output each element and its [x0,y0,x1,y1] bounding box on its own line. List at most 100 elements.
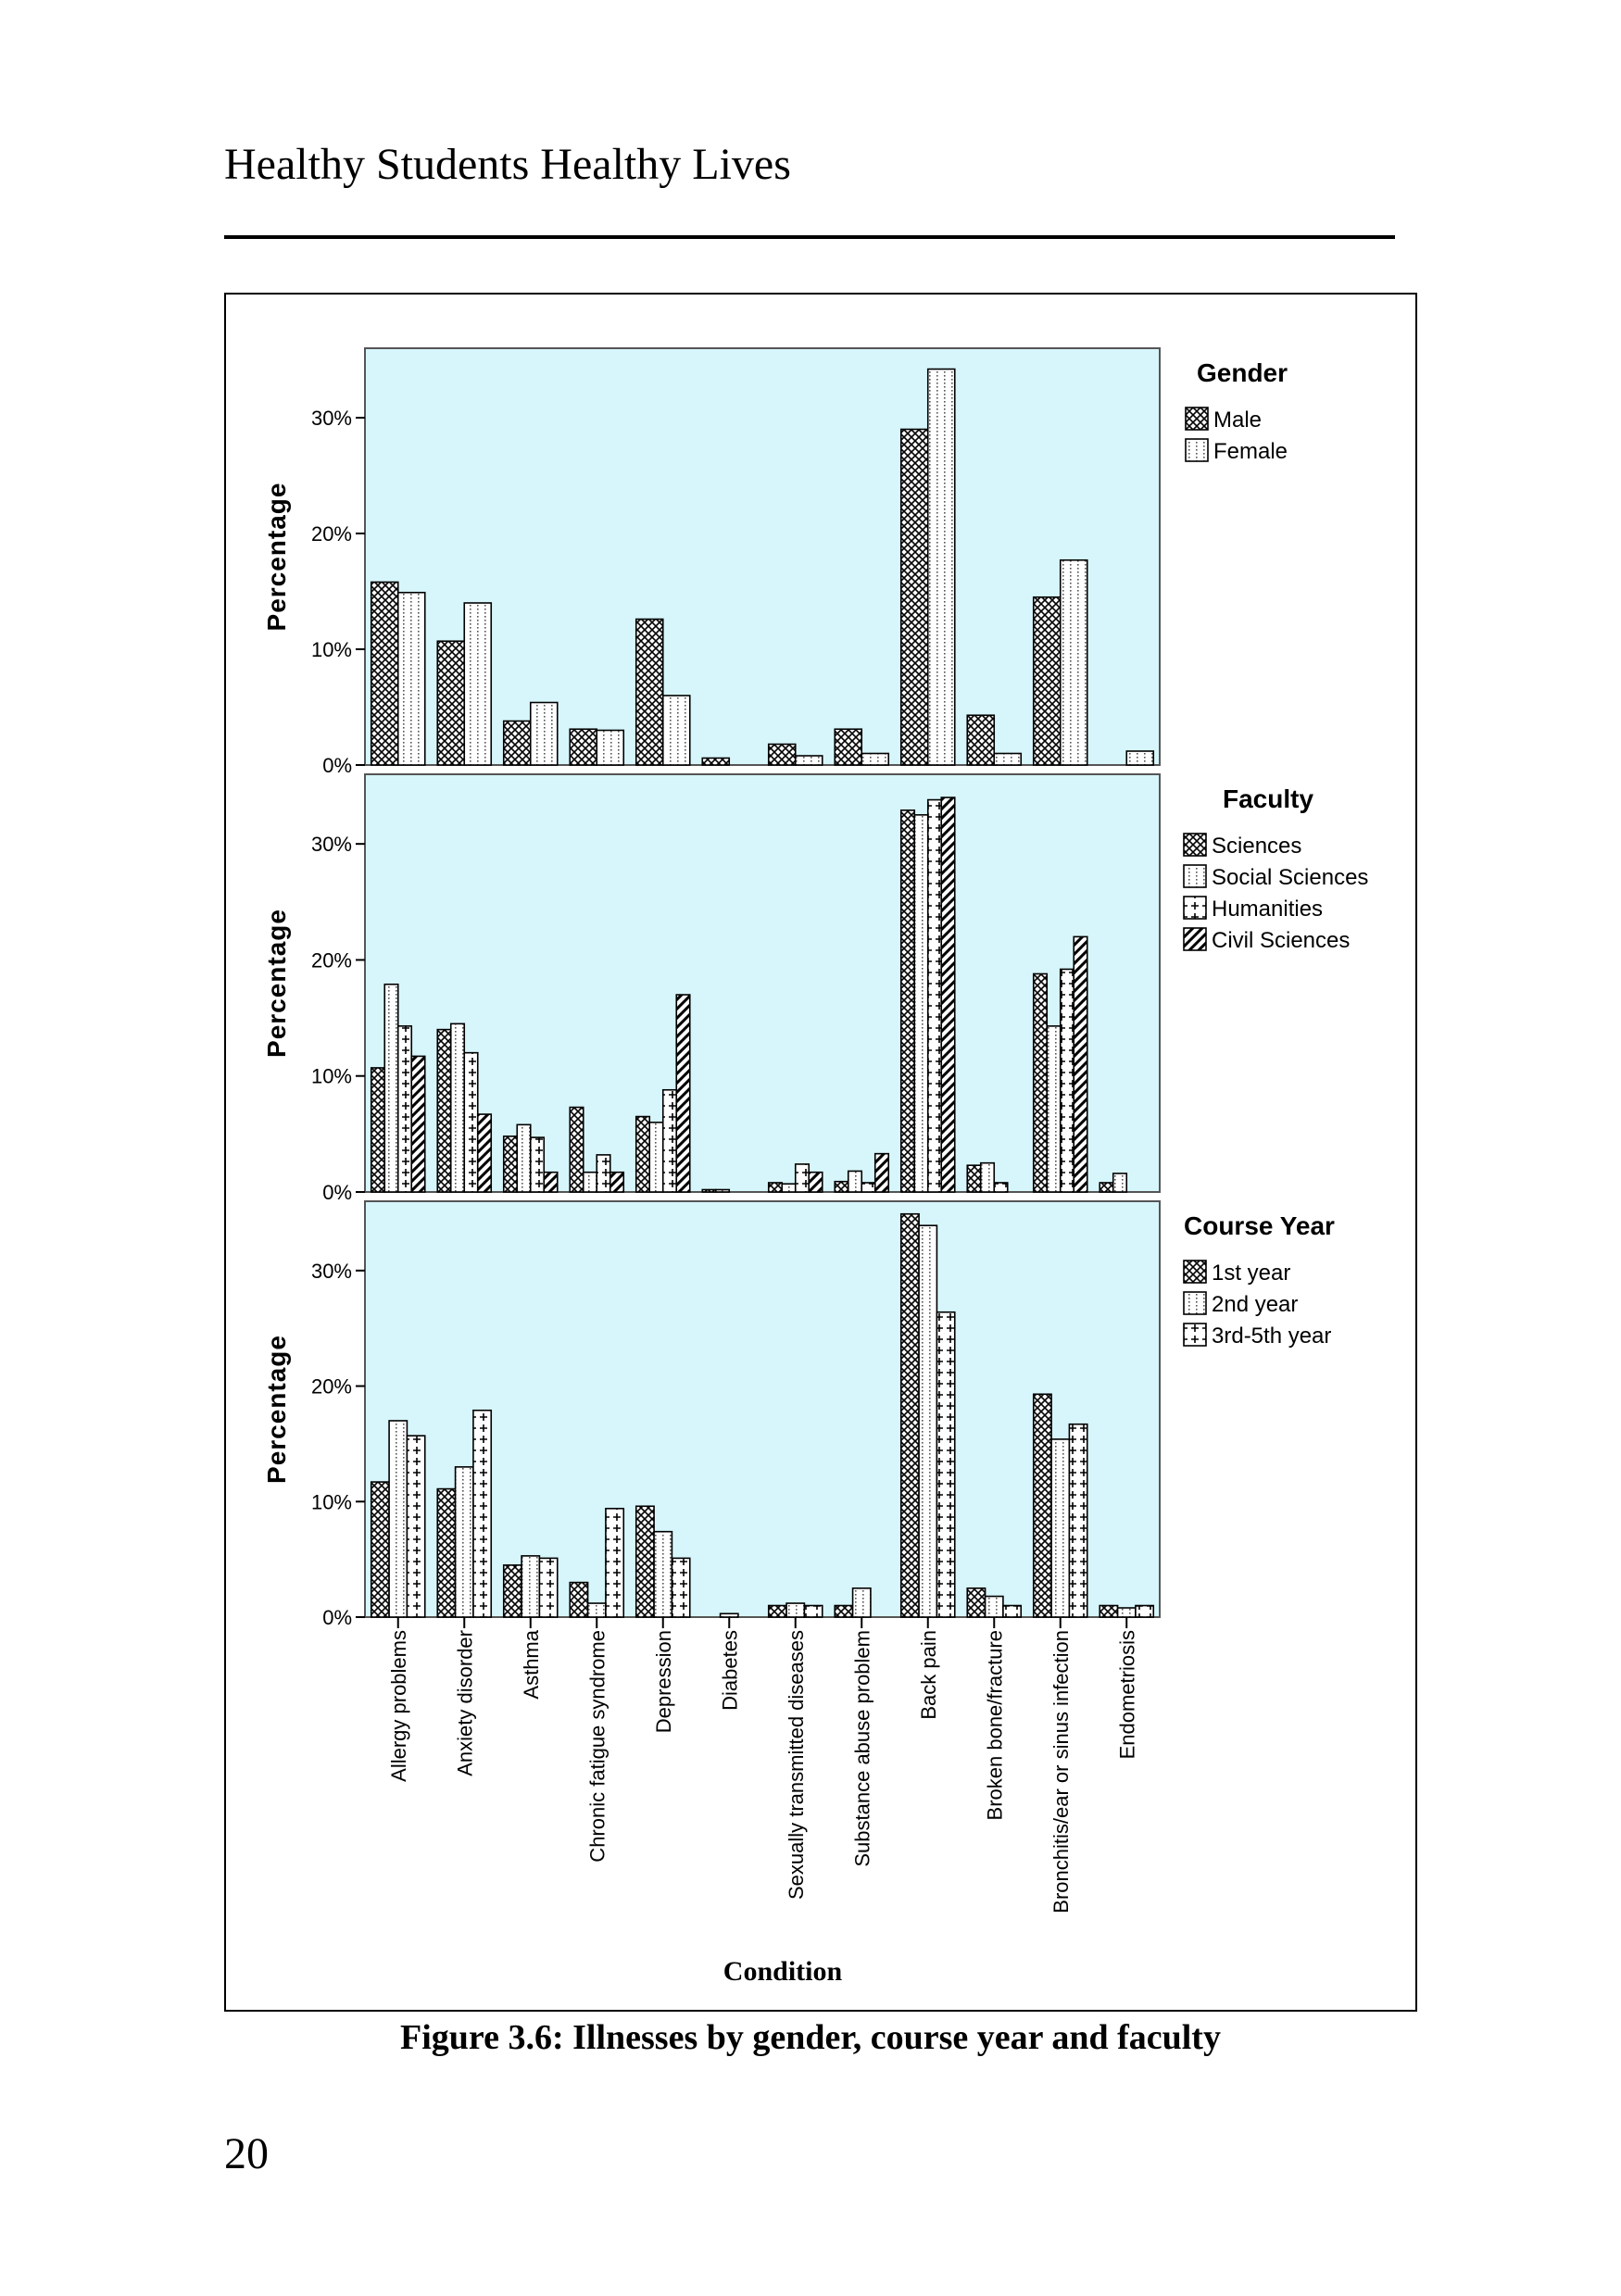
bar-3rd-5th-year-back-pain [936,1311,956,1618]
bar-2nd-year-back-pain [918,1224,938,1618]
y-tick-label: 0% [322,754,352,777]
bar-female-asthma [529,701,559,766]
bar-female-substance-abuse-problem [861,752,890,766]
y-tick-label: 20% [311,1375,352,1399]
bar-female-endometriosis [1125,750,1155,766]
bar-3rd-5th-year-endometriosis [1135,1604,1155,1618]
bar-social-sciences-bronchitis-ear-or-sinus-infection [1046,1025,1062,1193]
bar-civil-sciences-depression [675,994,691,1193]
y-axis-title: Percentage [262,483,291,632]
y-tick-label: 20% [311,522,352,546]
bar-civil-sciences-asthma [543,1171,559,1193]
chart-panel-gender: 0% 10% 20% 30% Percentage Gender Male Female [262,347,1288,777]
bar-social-sciences-allergy-problems [383,983,399,1193]
bar-sciences-substance-abuse-problem [834,1180,849,1193]
header-rule [224,235,1395,239]
legend-label-sciences: Sciences [1212,834,1301,859]
plot-area [364,773,1161,1193]
bar-sciences-anxiety-disorder [436,1028,452,1193]
bar-2nd-year-anxiety-disorder [454,1466,474,1618]
bar-3rd-5th-year-sexually-transmitted-diseases [803,1604,823,1618]
bar-female-broken-bone-fracture [993,752,1023,766]
bar-3rd-5th-year-asthma [538,1557,559,1618]
bar-1st-year-back-pain [899,1212,920,1618]
y-tick-label: 30% [311,833,352,856]
bar-sciences-depression [635,1115,651,1193]
legend-label-female: Female [1213,439,1288,464]
x-tick-label-back-pain: Back pain [917,1630,940,1720]
bar-male-sexually-transmitted-diseases [767,743,797,766]
bar-humanities-substance-abuse-problem [861,1182,876,1193]
bar-humanities-bronchitis-ear-or-sinus-infection [1059,968,1075,1193]
legend-swatch [1183,833,1207,857]
bar-sciences-chronic-fatigue-syndrome [569,1106,584,1193]
bar-humanities-asthma [529,1136,546,1193]
bar-female-anxiety-disorder [463,602,493,766]
bar-civil-sciences-back-pain [940,797,956,1193]
bar-2nd-year-broken-bone-fracture [984,1595,1004,1618]
bar-female-bronchitis-ear-or-sinus-infection [1059,558,1088,766]
legend-title: Faculty [1223,784,1313,813]
bar-humanities-chronic-fatigue-syndrome [596,1154,611,1193]
x-tick-label-anxiety-disorder: Anxiety disorder [453,1630,476,1776]
bar-3rd-5th-year-depression [671,1557,691,1618]
bar-female-allergy-problems [396,591,426,766]
x-tick-label-diabetes: Diabetes [718,1630,741,1711]
bar-1st-year-depression [635,1505,655,1618]
bar-1st-year-allergy-problems [370,1481,390,1618]
bar-social-sciences-asthma [516,1123,532,1193]
y-axis-title: Percentage [262,909,291,1058]
running-head: Healthy Students Healthy Lives [224,140,791,189]
bar-social-sciences-substance-abuse-problem [847,1170,863,1193]
y-tick-label: 20% [311,948,352,972]
legend-label-male: Male [1213,408,1262,433]
bar-humanities-anxiety-disorder [463,1051,479,1193]
bar-male-anxiety-disorder [436,640,466,766]
bar-2nd-year-depression [653,1530,673,1618]
bar-2nd-year-asthma [521,1555,541,1618]
bar-civil-sciences-sexually-transmitted-diseases [808,1171,823,1193]
x-tick-label-substance-abuse-problem: Substance abuse problem [850,1630,873,1867]
bar-female-sexually-transmitted-diseases [794,755,823,766]
bar-civil-sciences-allergy-problems [410,1055,426,1193]
y-tick-label: 10% [311,1490,352,1513]
y-tick-label: 0% [322,1181,352,1204]
legend-swatch [1183,1260,1207,1284]
bar-humanities-depression [661,1088,678,1193]
bar-female-back-pain [926,368,956,766]
y-tick-label: 30% [311,1260,352,1283]
bar-male-chronic-fatigue-syndrome [569,728,598,766]
y-tick-label: 10% [311,1065,352,1088]
y-tick-label: 0% [322,1606,352,1629]
bar-sciences-asthma [502,1135,519,1193]
bar-sciences-allergy-problems [370,1067,386,1193]
bar-2nd-year-diabetes [719,1612,739,1618]
bar-humanities-broken-bone-fracture [993,1182,1009,1193]
bar-2nd-year-chronic-fatigue-syndrome [586,1602,607,1618]
bar-male-bronchitis-ear-or-sinus-infection [1032,596,1062,766]
bar-male-depression [635,618,664,766]
legend-title: Gender [1197,358,1288,387]
legend-label-humanities: Humanities [1212,897,1323,922]
page-number: 20 [224,2129,269,2178]
legend-label-civil-sciences: Civil Sciences [1212,928,1350,953]
bar-social-sciences-endometriosis [1112,1173,1128,1193]
bar-humanities-allergy-problems [396,1025,413,1193]
x-tick-label-asthma: Asthma [520,1629,543,1699]
bar-1st-year-asthma [502,1564,522,1618]
bar-2nd-year-bronchitis-ear-or-sinus-infection [1050,1438,1071,1618]
bar-1st-year-anxiety-disorder [436,1487,457,1618]
bar-sciences-sexually-transmitted-diseases [767,1182,784,1193]
chart-panel-faculty: 0% 10% 20% 30% Percentage Faculty Sciences Soci… [262,773,1368,1204]
bar-social-sciences-broken-bone-fracture [979,1161,996,1193]
bar-sciences-back-pain [899,809,916,1193]
bar-social-sciences-back-pain [913,814,929,1193]
bar-2nd-year-sexually-transmitted-diseases [785,1602,806,1618]
x-tick-label-sexually-transmitted-diseases: Sexually transmitted diseases [785,1630,808,1900]
legend-label-2nd-year: 2nd year [1212,1292,1298,1317]
bar-civil-sciences-chronic-fatigue-syndrome [609,1171,625,1193]
bar-female-depression [661,695,691,766]
bar-humanities-sexually-transmitted-diseases [794,1163,810,1193]
bar-1st-year-substance-abuse-problem [834,1604,854,1618]
